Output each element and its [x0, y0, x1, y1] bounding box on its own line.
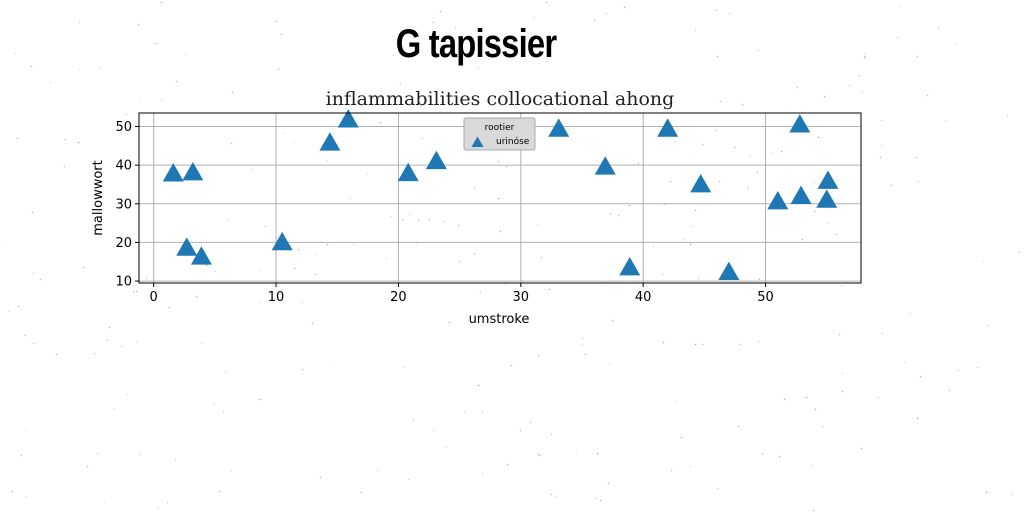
data-point [657, 118, 679, 137]
data-point [789, 114, 811, 133]
y-tick-label: 30 [115, 197, 132, 212]
data-point [162, 163, 184, 182]
legend-entry-label: urinóse [496, 136, 530, 147]
legend-title: rootier [485, 123, 515, 133]
x-tick-label: 30 [513, 290, 530, 305]
y-axis-label: mallowwort [91, 160, 106, 235]
chart-title: inflammabilities collocational ahong [326, 88, 675, 110]
y-axis-ticks: 10 20 30 40 50 [115, 120, 139, 290]
legend-marker-icon [471, 136, 484, 147]
data-point [548, 118, 570, 137]
data-point [271, 231, 293, 251]
x-tick-label: 0 [150, 290, 158, 305]
data-point [176, 237, 198, 256]
data-point [397, 162, 419, 182]
data-point [594, 156, 616, 175]
x-axis-ticks: 0 10 20 30 40 50 [150, 283, 774, 305]
x-tick-label: 10 [268, 290, 285, 305]
data-point [767, 190, 789, 210]
y-tick-label: 10 [115, 275, 132, 290]
legend-box [463, 117, 536, 151]
data-point [337, 109, 359, 128]
legend: rootier urinóse [463, 117, 536, 151]
data-point [190, 246, 212, 265]
x-tick-label: 50 [757, 290, 774, 305]
data-point [817, 170, 839, 189]
data-point [816, 189, 838, 208]
y-tick-label: 40 [115, 159, 132, 174]
data-point [790, 185, 812, 204]
data-point [182, 162, 204, 181]
figure-suptitle: G tapissier [395, 22, 557, 66]
plot-frame [138, 112, 862, 284]
x-axis-label: umstroke [469, 312, 530, 327]
x-tick-label: 40 [635, 290, 652, 305]
x-tick-label: 20 [390, 290, 407, 305]
data-point [425, 150, 447, 170]
data-point [718, 261, 740, 281]
y-tick-label: 50 [115, 120, 132, 135]
data-points [162, 109, 839, 281]
data-point [619, 257, 641, 276]
data-point [319, 132, 341, 151]
data-point [690, 173, 712, 193]
y-tick-label: 20 [115, 236, 132, 251]
